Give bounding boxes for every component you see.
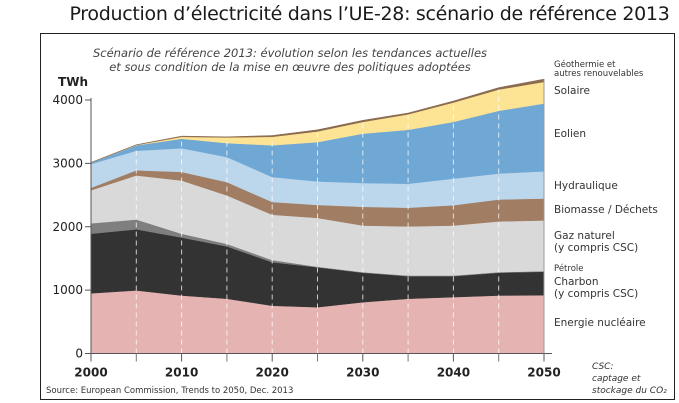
legend-label-petrole: Pétrole [554, 263, 583, 274]
y-axis-title: TWh [58, 75, 88, 89]
legend-label-line: (y compris CSC) [554, 288, 638, 300]
text-labels: TWh Scénario de référence 2013: évolution… [46, 46, 667, 396]
chart-subtitle: et sous condition de la mise en œuvre de… [109, 60, 471, 74]
legend-label-line: Solaire [554, 85, 590, 97]
legend-label-solaire: Solaire [554, 85, 590, 97]
chart-subtitle: Scénario de référence 2013: évolution se… [93, 46, 487, 60]
x-tick-label: 2020 [255, 366, 288, 380]
y-tick-label: 1000 [52, 283, 83, 297]
csc-note: CSC: [592, 362, 613, 372]
legend-label-line: Eolien [554, 128, 586, 140]
y-tick-label: 3000 [52, 156, 83, 170]
legend-label-line: Charbon [554, 276, 598, 288]
legend-label-line: Pétrole [554, 263, 583, 274]
x-tick-label: 2030 [346, 366, 379, 380]
y-tick-label: 4000 [52, 93, 83, 107]
grid-lines [135, 89, 500, 354]
x-tick-label: 2050 [527, 366, 560, 380]
legend-label-biomasse-dechets: Biomasse / Déchets [554, 204, 658, 216]
legend-label-line: Géothermie et [554, 59, 616, 70]
page-title: Production d’électricité dans l’UE-28: s… [69, 3, 670, 25]
legend-label-hydraulique: Hydraulique [554, 180, 618, 192]
legend-label-energie-nucleaire: Energie nucléaire [554, 317, 646, 329]
legend-label-line: Hydraulique [554, 180, 618, 192]
x-tick-label: 2040 [437, 366, 470, 380]
x-tick-label: 2010 [165, 366, 198, 380]
legend-label-gaz-naturel-y-compris-csc: Gaz naturel (y compris CSC) [554, 230, 638, 254]
legend-label-line: Biomasse / Déchets [554, 204, 658, 216]
legend-label-line: (y compris CSC) [554, 242, 638, 254]
x-tick-label: 2000 [74, 366, 107, 380]
legend-label-geothermie-et-autres-renouvelables: Géothermie et autres renouvelables [554, 59, 644, 79]
y-tick-label: 0 [75, 347, 83, 361]
y-tick-label: 2000 [52, 220, 83, 234]
legend-label-line: autres renouvelables [554, 69, 644, 79]
legend-label-line: Energie nucléaire [554, 317, 646, 329]
source-note: Source: European Commission, Trends to 2… [46, 386, 293, 396]
csc-note: captage et [592, 374, 641, 384]
legend-label-eolien: Eolien [554, 128, 586, 140]
chart-frame [40, 33, 675, 400]
csc-note: stockage du CO₂ [592, 386, 667, 396]
legend-label-line: Gaz naturel [554, 230, 615, 242]
legend-label-charbon-y-compris-csc: Charbon (y compris CSC) [554, 276, 638, 300]
axes: 0 1000 2000 3000 4000 2000 2010 2020 2030 2040 205… [52, 79, 561, 380]
